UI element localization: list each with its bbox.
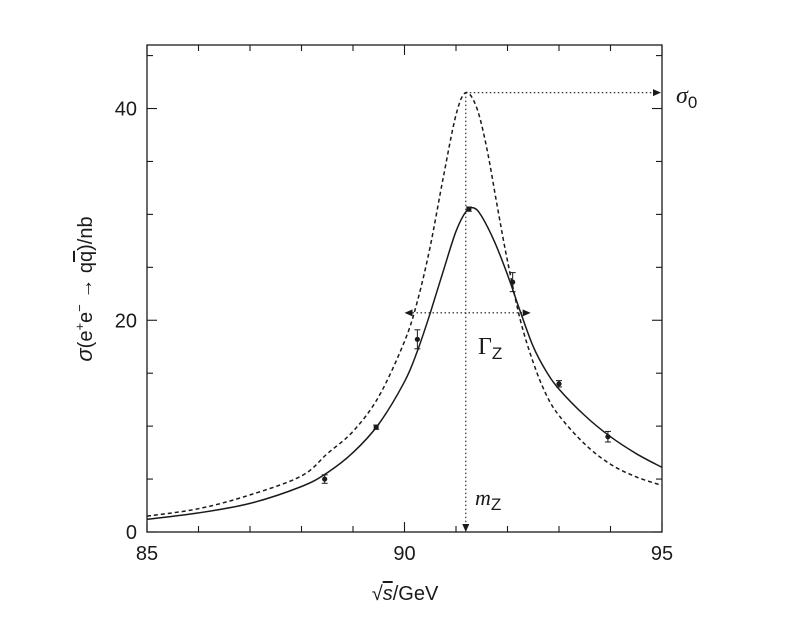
data-point bbox=[414, 336, 420, 342]
mZ-arrow-head bbox=[462, 524, 470, 532]
data-point bbox=[510, 279, 516, 285]
data-point bbox=[605, 434, 611, 440]
y-axis-label-qbar: q bbox=[75, 251, 97, 262]
sigma0-subscript: 0 bbox=[688, 93, 697, 112]
dashed-curve bbox=[146, 91, 663, 517]
data-point bbox=[322, 476, 328, 482]
data-point bbox=[466, 206, 472, 212]
sigma0-label: σ0 bbox=[676, 83, 697, 112]
x-axis-label-root: √ bbox=[372, 583, 383, 605]
sigma0-arrow-head bbox=[653, 89, 661, 97]
axis-ticks bbox=[146, 45, 663, 533]
x-tick-label: 90 bbox=[393, 543, 415, 565]
x-tick-label: 85 bbox=[136, 543, 158, 565]
mZ-subscript: Z bbox=[491, 495, 501, 514]
data-point bbox=[373, 424, 379, 430]
curves bbox=[146, 91, 663, 521]
y-axis-label-sigma: σ bbox=[72, 348, 97, 362]
mZ-label: mZ bbox=[475, 485, 501, 514]
gammaZ-label: ΓZ bbox=[478, 334, 502, 363]
x-tick-label: 95 bbox=[651, 543, 673, 565]
plot-frame bbox=[146, 44, 663, 533]
data-point bbox=[556, 381, 562, 387]
y-axis-label-open: (e bbox=[75, 331, 97, 349]
y-tick-label: 40 bbox=[115, 99, 137, 121]
gammaZ-symbol: Γ bbox=[478, 334, 492, 360]
gammaZ-arrow-head-left bbox=[404, 309, 413, 317]
y-axis-label: σ(e+e− → qq)/nb bbox=[72, 216, 97, 361]
sigma0-symbol: σ bbox=[676, 83, 689, 109]
y-axis-label-mid: e bbox=[75, 312, 97, 323]
x-axis-label-unit: /GeV bbox=[393, 583, 439, 605]
y-axis-label-arrow: → q bbox=[75, 262, 97, 304]
y-tick-label: 20 bbox=[115, 310, 137, 332]
gammaZ-arrow-head-right bbox=[522, 309, 531, 317]
x-axis-label: √s/GeV bbox=[372, 583, 439, 605]
y-tick-label: 0 bbox=[126, 522, 137, 544]
mZ-symbol: m bbox=[475, 485, 491, 510]
y-axis-label-minus: − bbox=[72, 304, 87, 312]
y-axis-label-close: )/nb bbox=[75, 216, 97, 250]
gammaZ-subscript: Z bbox=[492, 344, 502, 363]
data-points bbox=[321, 206, 611, 484]
solid-curve bbox=[146, 206, 663, 521]
y-axis-label-plus: + bbox=[72, 323, 87, 331]
annotations bbox=[404, 89, 661, 532]
axis-tick-labels: 85 90 95 0 20 40 bbox=[115, 99, 673, 565]
x-axis-label-var: s bbox=[383, 583, 393, 605]
